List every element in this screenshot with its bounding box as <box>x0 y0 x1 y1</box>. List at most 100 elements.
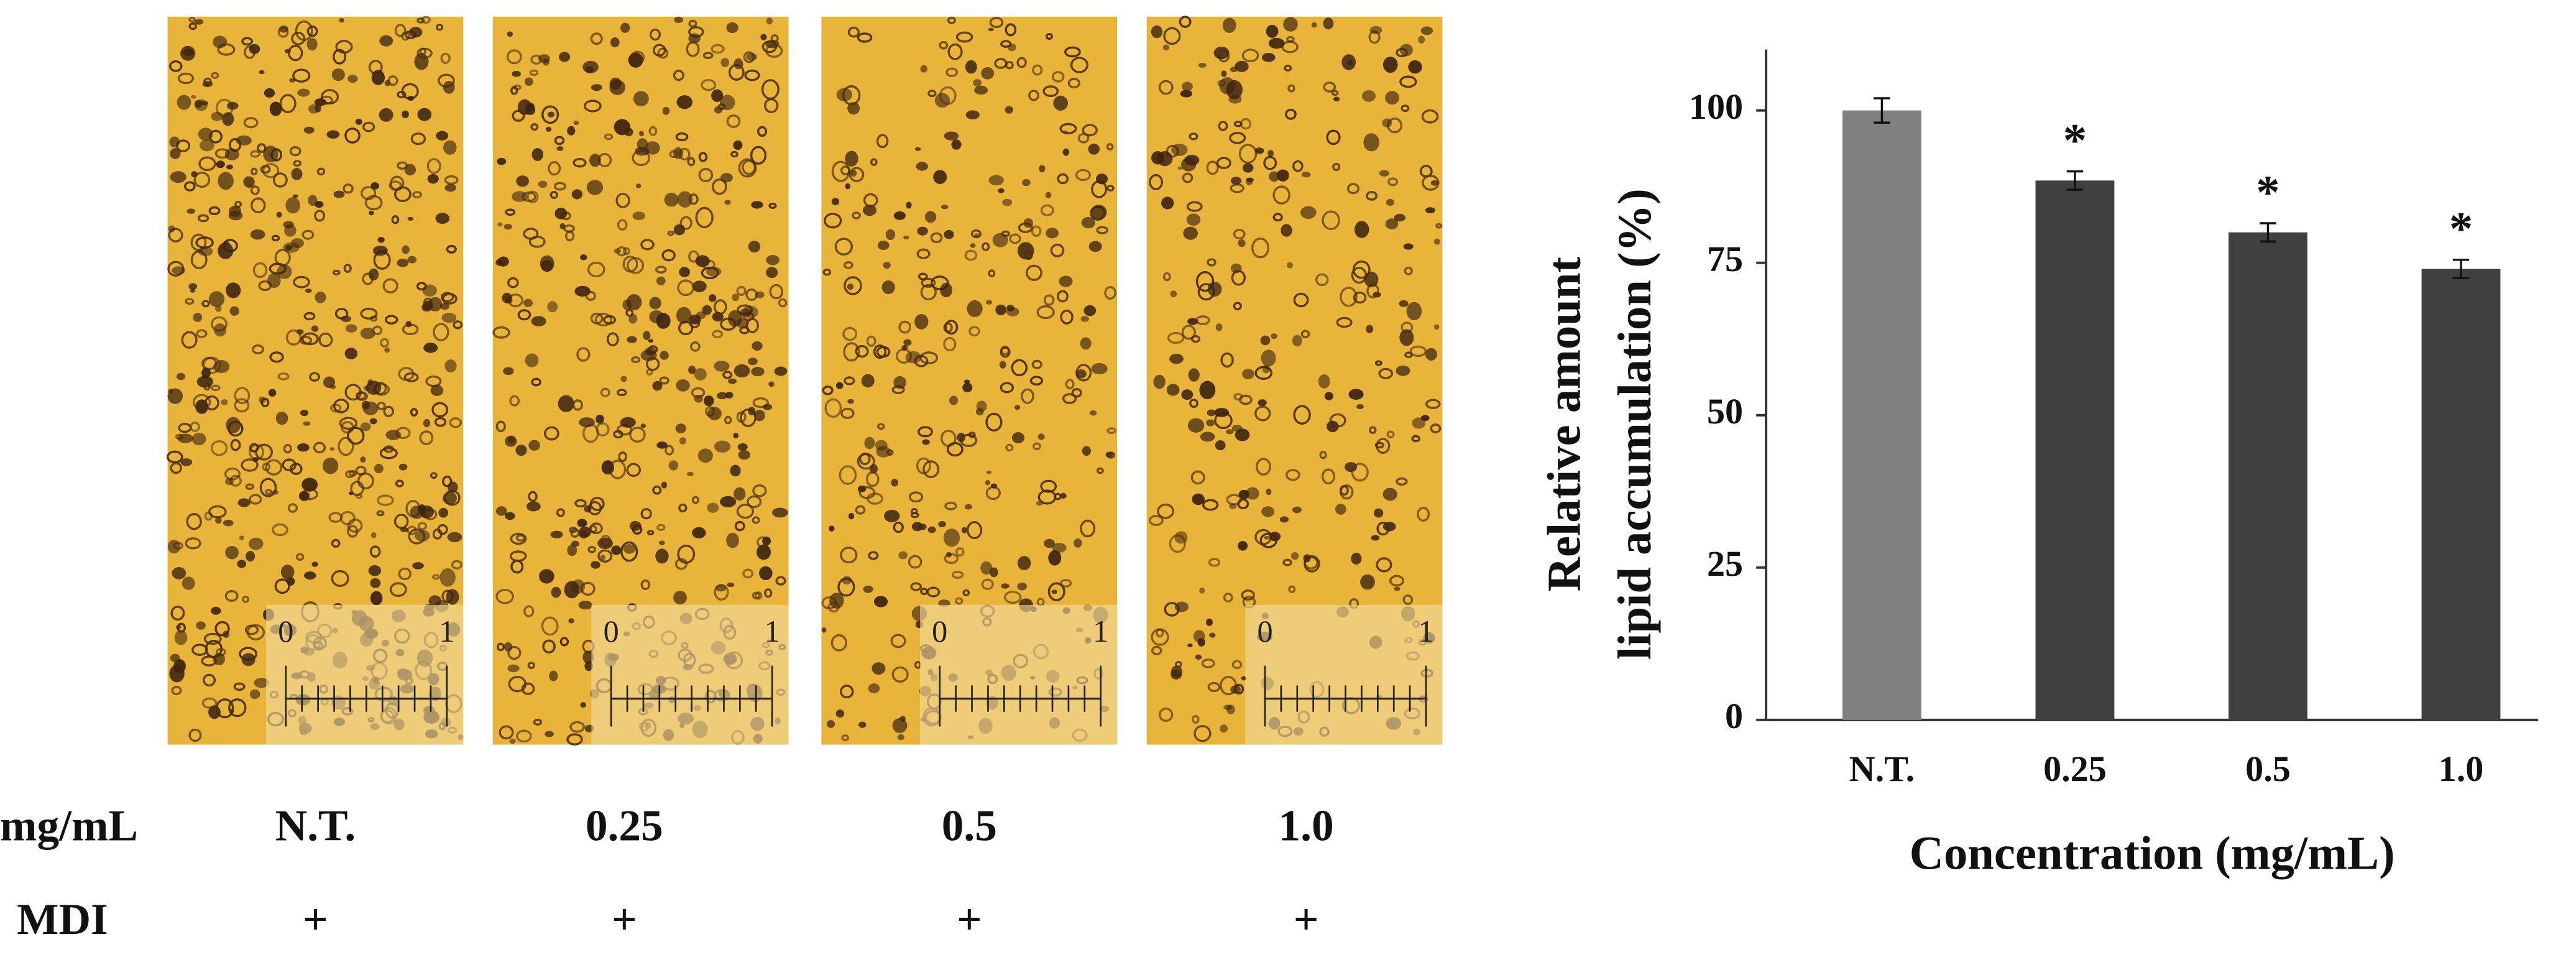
cell <box>1171 665 1183 678</box>
cell <box>1323 81 1336 93</box>
cell <box>377 494 394 506</box>
cell <box>559 223 566 229</box>
cell <box>847 399 855 404</box>
cell <box>1246 487 1259 500</box>
cell <box>507 277 519 289</box>
cell <box>970 243 976 248</box>
cell <box>1251 238 1270 259</box>
cell <box>757 536 770 548</box>
cell <box>848 512 855 520</box>
cell <box>580 702 586 708</box>
cell <box>439 568 456 587</box>
cell <box>495 506 507 516</box>
cell <box>1339 485 1349 496</box>
cell <box>898 320 911 334</box>
cell <box>507 645 522 660</box>
cell <box>505 512 515 520</box>
cell <box>1301 172 1311 178</box>
cell <box>1292 506 1302 514</box>
cell <box>1292 335 1302 347</box>
cell <box>542 639 556 653</box>
cell <box>180 458 193 466</box>
cell <box>579 530 589 539</box>
cell <box>873 344 887 359</box>
cell <box>917 226 928 236</box>
cell <box>755 291 765 298</box>
cell <box>1018 222 1033 233</box>
cell <box>753 409 765 422</box>
cell <box>1374 441 1384 449</box>
x-tick-label: N.T. <box>1849 749 1915 789</box>
cell <box>287 503 298 513</box>
cell <box>169 665 185 683</box>
cell <box>761 40 778 53</box>
scale-label: 0 <box>604 614 619 649</box>
cell <box>1394 586 1401 591</box>
cell <box>269 101 282 116</box>
cell <box>864 436 875 450</box>
cell <box>515 729 532 743</box>
cell <box>1360 574 1375 590</box>
concentration-label: N.T. <box>275 801 356 850</box>
cell <box>431 402 449 418</box>
cell <box>1341 54 1356 70</box>
cell <box>410 506 424 519</box>
cell <box>304 571 316 580</box>
cell <box>507 31 513 37</box>
cell <box>339 417 358 430</box>
cell <box>507 664 520 673</box>
cell <box>775 576 786 586</box>
cell <box>1336 316 1353 328</box>
cell <box>362 121 375 132</box>
cell <box>558 395 574 412</box>
cell <box>186 208 196 214</box>
cell <box>1083 305 1097 316</box>
cell <box>309 372 320 382</box>
cell <box>1382 57 1398 73</box>
cell <box>1065 379 1075 390</box>
cell <box>594 313 613 326</box>
cell <box>168 228 183 242</box>
cell <box>505 298 513 304</box>
cell <box>1293 292 1309 308</box>
cell <box>1162 44 1170 51</box>
cell <box>262 462 271 471</box>
cell <box>847 26 860 38</box>
cell <box>821 596 837 610</box>
cell <box>530 123 539 131</box>
cell <box>944 229 954 239</box>
cell <box>497 256 509 267</box>
cell <box>831 160 850 182</box>
cell <box>768 202 777 210</box>
cell <box>262 163 280 178</box>
cell <box>1051 589 1058 594</box>
cell <box>549 670 558 681</box>
cell <box>618 451 628 463</box>
cell <box>845 183 850 190</box>
cell <box>980 561 993 575</box>
cell <box>988 27 994 32</box>
cell <box>197 214 209 223</box>
cell <box>1235 428 1250 441</box>
cell <box>543 426 559 441</box>
cell <box>167 388 183 404</box>
cell <box>203 77 212 86</box>
cell <box>1193 630 1205 643</box>
cell <box>1286 469 1300 481</box>
cell <box>1300 206 1317 219</box>
significance-mark: * <box>2256 165 2279 218</box>
cell <box>600 387 610 397</box>
cell <box>881 280 895 295</box>
cell <box>211 72 219 79</box>
cell <box>1216 157 1231 169</box>
cell <box>377 237 385 243</box>
cell <box>356 390 366 400</box>
cell <box>1261 52 1276 62</box>
cell <box>695 206 714 228</box>
cell <box>951 139 962 150</box>
cell <box>609 80 625 95</box>
cell <box>367 379 374 386</box>
cell <box>751 367 765 377</box>
cell <box>857 32 873 43</box>
cell <box>1089 410 1097 416</box>
